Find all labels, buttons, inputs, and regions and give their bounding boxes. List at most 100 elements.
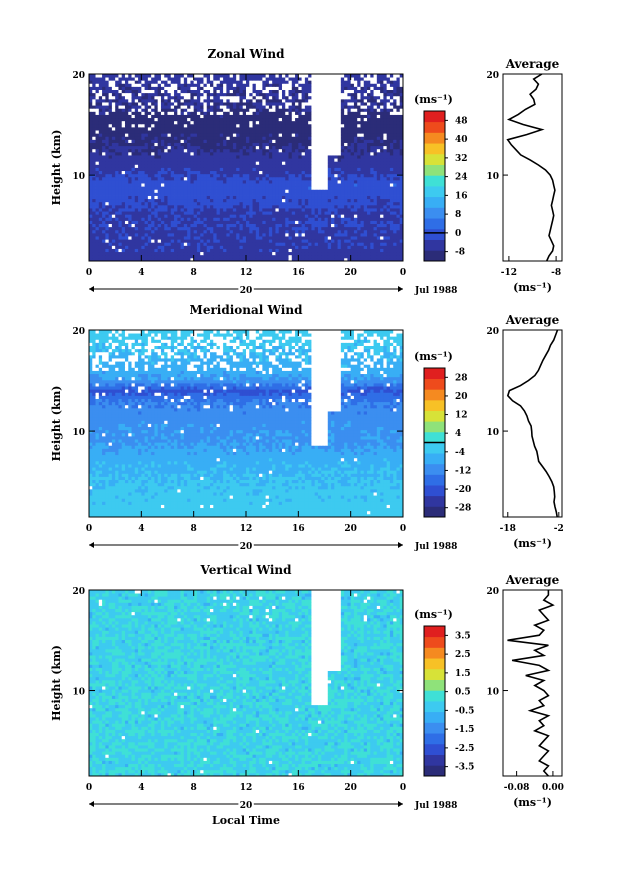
heatmap-cell [102, 142, 106, 147]
heatmap-cell [203, 155, 208, 159]
heatmap-cell [255, 167, 260, 172]
heatmap-cell [357, 167, 361, 172]
heatmap-cell [262, 189, 267, 193]
heatmap-cell [396, 155, 401, 159]
heatmap-cell [288, 155, 293, 159]
heatmap-cell [232, 151, 237, 156]
heatmap-cell [285, 155, 289, 159]
heatmap-cell [265, 232, 270, 237]
heatmap-cell [219, 242, 224, 246]
heatmap-cell [89, 223, 93, 228]
heatmap-cell [128, 102, 132, 106]
heatmap-cell [131, 211, 136, 215]
heatmap-cell [131, 251, 136, 256]
heatmap-cell [399, 114, 404, 119]
heatmap-cell [370, 245, 374, 249]
heatmap-cell [236, 105, 240, 109]
heatmap-cell [275, 223, 280, 228]
heatmap-cell [255, 195, 260, 200]
heatmap-cell [275, 108, 280, 112]
heatmap-cell [229, 176, 234, 181]
heatmap-cell [210, 161, 214, 165]
heatmap-cell [383, 170, 388, 175]
heatmap-cell [131, 123, 136, 128]
heatmap-cell [252, 183, 257, 187]
heatmap-cell [262, 167, 267, 172]
heatmap-cell [239, 248, 244, 253]
heatmap-cell [177, 176, 181, 181]
heatmap-cell [327, 211, 332, 215]
heatmap-cell [278, 245, 283, 249]
heatmap-cell [121, 133, 126, 137]
heatmap-cell [383, 117, 388, 122]
heatmap-cell [236, 248, 240, 253]
heatmap-cell [200, 217, 204, 221]
heatmap-cell [131, 242, 136, 246]
heatmap-cell [174, 133, 178, 137]
heatmap-cell [340, 198, 345, 203]
heatmap-cell [102, 148, 106, 153]
heatmap-cell [304, 204, 309, 209]
heatmap-cell [229, 142, 234, 147]
heatmap-cell [386, 111, 391, 115]
heatmap-cell [196, 232, 201, 237]
heatmap-cell [151, 102, 155, 106]
heatmap-cell [334, 164, 338, 168]
heatmap-cell [134, 170, 139, 175]
heatmap-cell [272, 133, 276, 137]
heatmap-cell [380, 120, 384, 125]
heatmap-cell [347, 98, 352, 103]
heatmap-cell [154, 204, 159, 209]
heatmap-cell [331, 217, 335, 221]
heatmap-cell [347, 167, 352, 172]
heatmap-cell [249, 151, 253, 156]
heatmap-cell [350, 257, 355, 262]
heatmap-cell [118, 248, 123, 253]
heatmap-cell [337, 226, 342, 231]
heatmap-cell [360, 189, 365, 193]
heatmap-cell [108, 254, 113, 259]
heatmap-cell [298, 126, 302, 131]
heatmap-cell [108, 111, 113, 115]
heatmap-cell [187, 183, 191, 187]
heatmap-cell [396, 102, 401, 106]
heatmap-cell [89, 170, 93, 175]
heatmap-cell [138, 179, 142, 184]
heatmap-cell [180, 257, 185, 262]
heatmap-cell [291, 161, 296, 165]
heatmap-cell [102, 236, 106, 240]
heatmap-cell [121, 136, 126, 140]
heatmap-cell [193, 114, 198, 119]
heatmap-cell [196, 229, 201, 234]
heatmap-cell [144, 167, 149, 172]
heatmap-cell [187, 130, 191, 134]
heatmap-cell [92, 167, 96, 172]
heatmap-cell [255, 126, 260, 131]
heatmap-cell [118, 245, 123, 249]
heatmap-cell [399, 254, 404, 259]
heatmap-cell [102, 223, 106, 228]
heatmap-cell [353, 142, 358, 147]
heatmap-cell [196, 114, 201, 119]
heatmap-cell [246, 248, 250, 253]
heatmap-cell [200, 195, 204, 200]
heatmap-cell [187, 198, 191, 203]
heatmap-cell [314, 117, 319, 122]
heatmap-cell [151, 245, 155, 249]
heatmap-cell [236, 257, 240, 262]
heatmap-cell [298, 248, 302, 253]
heatmap-cell [89, 189, 93, 193]
heatmap-cell [206, 198, 211, 203]
heatmap-cell [92, 198, 96, 203]
heatmap-cell [187, 123, 191, 128]
heatmap-cell [350, 254, 355, 259]
heatmap-cell [141, 192, 145, 196]
heatmap-cell [360, 148, 365, 153]
heatmap-cell [314, 204, 319, 209]
heatmap-cell [314, 254, 319, 259]
heatmap-cell [223, 136, 227, 140]
heatmap-cell [317, 117, 322, 122]
heatmap-cell [213, 223, 217, 228]
heatmap-cell [177, 173, 181, 178]
heatmap-cell [177, 232, 181, 237]
